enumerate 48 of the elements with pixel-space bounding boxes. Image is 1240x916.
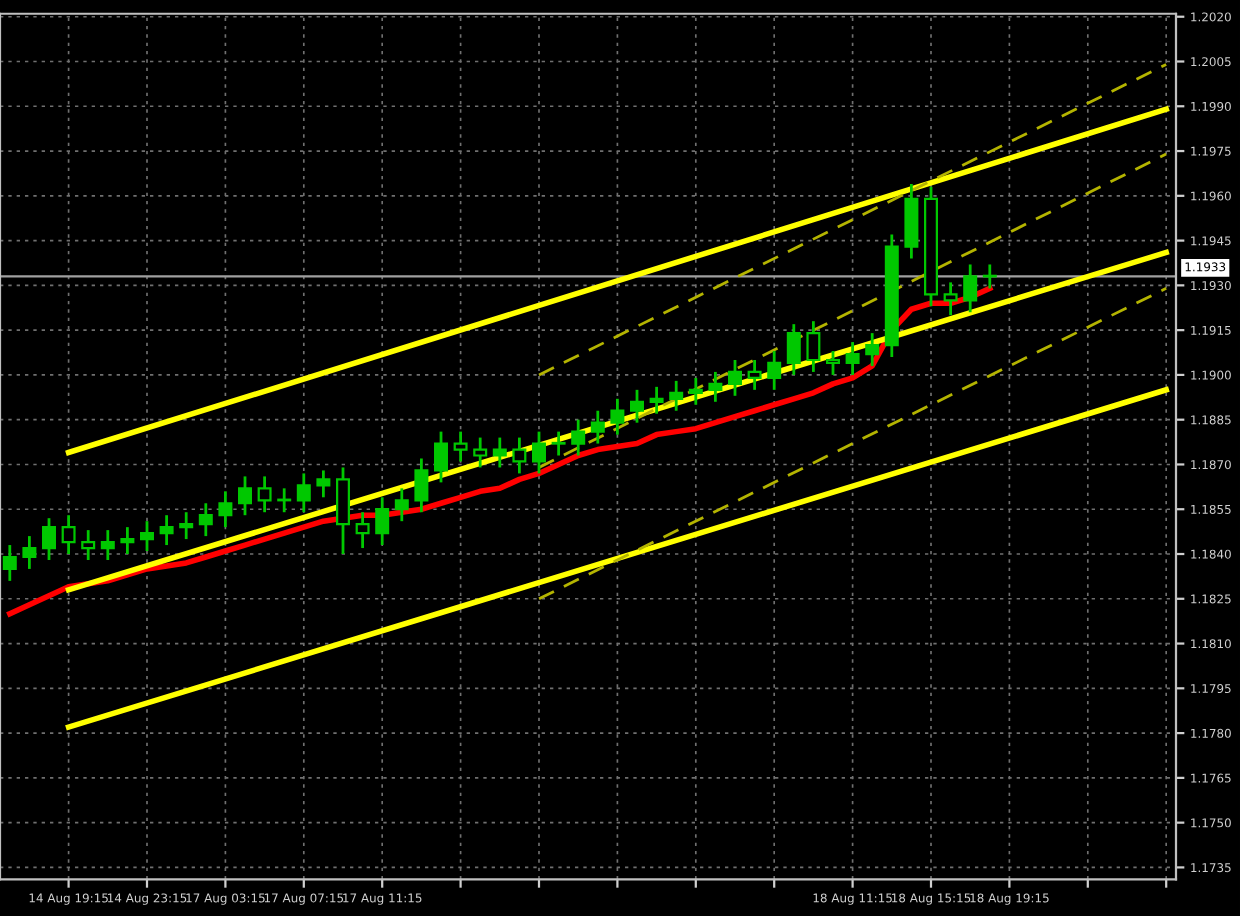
candlestick (257, 475, 272, 514)
candlestick (708, 370, 723, 404)
candlestick (159, 513, 174, 547)
candlestick (198, 501, 213, 538)
candlestick (806, 319, 821, 374)
candlestick (551, 430, 566, 457)
candlestick (904, 182, 919, 260)
candlestick (336, 466, 350, 556)
candlestick (316, 469, 331, 499)
candlestick (865, 331, 880, 368)
candlestick (179, 510, 194, 541)
candlestick (688, 376, 703, 407)
candlestick (845, 340, 860, 377)
candlestick (140, 519, 154, 553)
candlestick (218, 489, 233, 529)
candlestick (492, 436, 507, 469)
candlestick (747, 358, 762, 392)
candlestick (120, 525, 135, 556)
candlestick (767, 349, 782, 392)
candlestick (355, 510, 370, 550)
candlestick (81, 528, 96, 562)
candlestick (826, 349, 840, 377)
candlestick (296, 472, 311, 514)
candlestick (649, 385, 664, 416)
candlestick (512, 436, 527, 475)
candlestick (943, 280, 958, 317)
candlestick (610, 397, 625, 436)
candlestick (590, 409, 605, 445)
candlestick (238, 475, 252, 517)
candlestick (2, 543, 17, 583)
candlestick (630, 388, 644, 425)
candlestick (473, 436, 488, 469)
candlestick (982, 263, 997, 290)
candlestick (728, 358, 742, 398)
candlestick (61, 513, 76, 556)
candlestick (532, 430, 546, 475)
candlestick (434, 430, 448, 484)
candlestick (100, 528, 115, 562)
candlestick (453, 430, 468, 463)
candlestick (571, 418, 586, 457)
candlestick (963, 263, 978, 314)
candlestick (42, 516, 56, 562)
candlestick (414, 457, 429, 514)
candlestick (394, 486, 409, 523)
candlestick (669, 379, 684, 413)
candlestick (375, 495, 390, 547)
candlestick (786, 322, 801, 377)
candlestick (22, 534, 37, 571)
